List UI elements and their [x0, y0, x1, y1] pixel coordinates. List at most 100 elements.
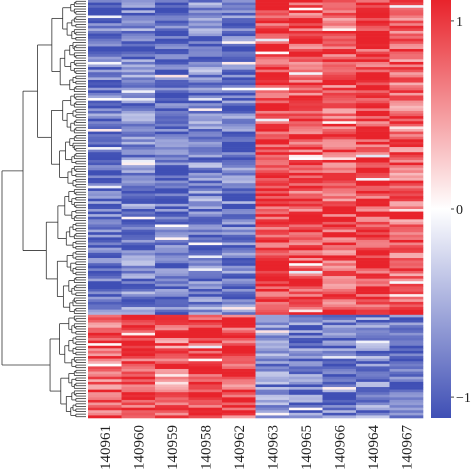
heatmap-cell [88, 338, 122, 341]
heatmap-cell [121, 139, 156, 143]
heatmap-cell [389, 188, 424, 192]
heatmap-cell [121, 252, 156, 256]
heatmap-cell [222, 180, 256, 184]
heatmap-cell [155, 260, 189, 264]
heatmap-cell [121, 201, 156, 205]
heatmap-cell [289, 281, 323, 285]
heatmap-cell [88, 363, 122, 367]
heatmap-cell [188, 87, 223, 91]
heatmap-cell [289, 322, 323, 326]
heatmap-cell [356, 345, 390, 349]
heatmap-cell [255, 196, 290, 199]
heatmap-cell [222, 325, 256, 328]
heatmap-cell [255, 384, 290, 388]
heatmap-cell [222, 167, 256, 171]
heatmap-cell [389, 10, 424, 14]
heatmap-cell [222, 283, 256, 287]
heatmap-cell [289, 87, 323, 91]
heatmap-cell [188, 245, 223, 248]
heatmap-cell [356, 54, 390, 58]
heatmap-cell [289, 392, 323, 396]
heatmap-cell [356, 276, 390, 279]
heatmap-cell [289, 227, 323, 230]
heatmap-cell [289, 304, 323, 308]
heatmap-cell [88, 387, 122, 390]
heatmap-cell [356, 198, 390, 202]
heatmap-cell [289, 332, 323, 336]
heatmap-cell [389, 43, 424, 47]
heatmap-cell [255, 51, 290, 55]
heatmap-cell [289, 407, 323, 411]
heatmap-cell [322, 260, 357, 264]
heatmap-cell [356, 110, 390, 114]
heatmap-cell [289, 356, 323, 359]
heatmap-cell [289, 175, 323, 179]
heatmap-cell [188, 361, 223, 365]
heatmap-cell [356, 0, 390, 3]
heatmap-cell [289, 113, 323, 117]
heatmap-cell [255, 363, 290, 367]
heatmap-cell [389, 255, 424, 259]
heatmap-cell [88, 214, 122, 218]
heatmap-cell [356, 154, 390, 158]
heatmap-cell [88, 283, 122, 287]
heatmap-cell [188, 165, 223, 169]
heatmap-cell [289, 263, 323, 267]
heatmap-cell [121, 82, 156, 86]
heatmap-cell [322, 392, 357, 396]
heatmap-cell [255, 332, 290, 336]
heatmap-cell [389, 144, 424, 148]
heatmap-cell [188, 139, 223, 143]
heatmap-cell [222, 247, 256, 251]
heatmap-cell [356, 250, 390, 254]
heatmap-cell [255, 12, 290, 16]
heatmap-cell [255, 72, 290, 76]
heatmap-cell [121, 309, 156, 313]
heatmap-cell [356, 252, 390, 256]
heatmap-cell [356, 147, 390, 150]
heatmap-cell [322, 304, 357, 308]
heatmap-cell [188, 74, 223, 78]
heatmap-cell [222, 198, 256, 202]
heatmap-cell [121, 389, 156, 393]
heatmap-cell [121, 343, 156, 347]
heatmap-cell [389, 121, 424, 125]
heatmap-cell [155, 183, 189, 187]
heatmap-cell [155, 172, 189, 176]
heatmap-cell [389, 281, 424, 285]
heatmap-cell [155, 374, 189, 378]
heatmap-cell [155, 335, 189, 339]
heatmap-cell [322, 250, 357, 254]
heatmap-cell [322, 394, 357, 398]
heatmap-cell [155, 41, 189, 45]
heatmap-cell [222, 374, 256, 378]
heatmap-cell [255, 232, 290, 236]
heatmap-cell [121, 296, 156, 300]
heatmap-cell [255, 234, 290, 238]
heatmap-cell [356, 407, 390, 411]
heatmap-cell [155, 338, 189, 341]
heatmap-cell [255, 25, 290, 29]
heatmap-cell [356, 206, 390, 210]
heatmap-cell [255, 209, 290, 212]
column-label: 140959 [165, 425, 181, 470]
heatmap-cell [389, 309, 424, 313]
heatmap-cell [322, 399, 357, 403]
heatmap-cell [188, 188, 223, 192]
heatmap-cell [356, 361, 390, 365]
heatmap-cell [255, 376, 290, 380]
heatmap-cell [289, 301, 323, 305]
heatmap-cell [222, 381, 256, 385]
heatmap-cell [322, 123, 357, 127]
heatmap-cell [356, 18, 390, 21]
heatmap-cell [121, 56, 156, 60]
heatmap-cell [155, 410, 189, 414]
heatmap-cell [155, 74, 189, 78]
heatmap-cell [322, 188, 357, 192]
heatmap-cell [389, 258, 424, 261]
heatmap-cell [255, 227, 290, 230]
heatmap-cell [289, 224, 323, 228]
heatmap-cell [322, 211, 357, 215]
heatmap-cell [289, 216, 323, 220]
